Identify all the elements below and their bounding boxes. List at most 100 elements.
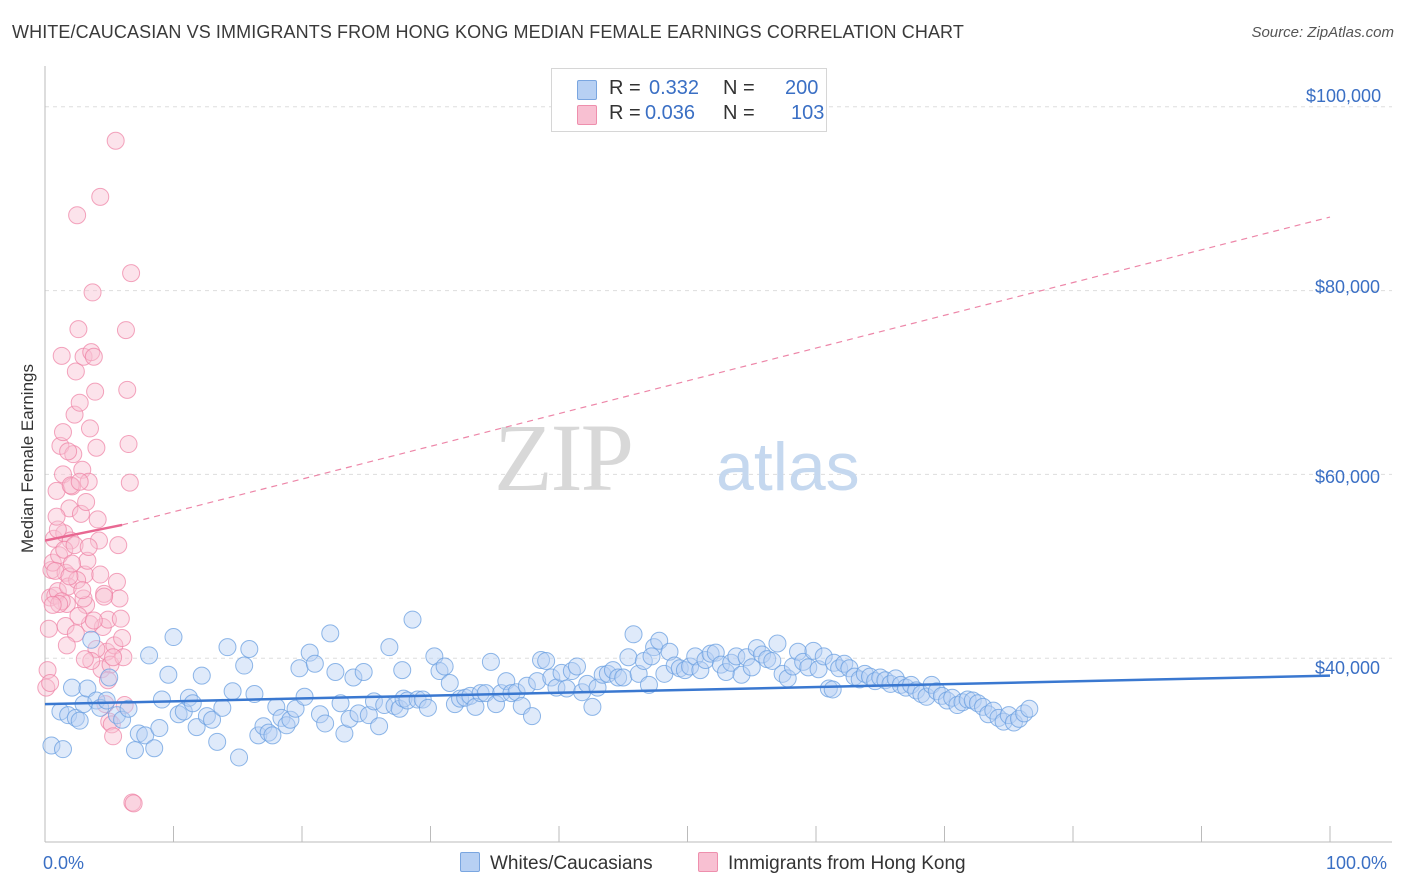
y-tick-label-40000: $40,000 <box>1315 658 1381 678</box>
hong-kong-point <box>84 611 103 630</box>
whites-point <box>896 678 915 697</box>
hong-kong-point <box>110 589 129 608</box>
hong-kong-point <box>86 382 105 401</box>
whites-point <box>159 665 178 684</box>
hong-kong-point <box>64 445 83 464</box>
whites-point <box>331 694 350 713</box>
whites-point <box>737 648 756 667</box>
whites-point <box>763 651 782 670</box>
hong-kong-point <box>65 405 84 424</box>
hong-kong-point <box>87 640 106 658</box>
hong-kong-point <box>109 536 128 555</box>
whites-point <box>624 625 643 644</box>
whites-point <box>814 647 833 666</box>
whites-point <box>794 652 813 671</box>
whites-point <box>532 651 551 670</box>
whites-point <box>249 726 268 745</box>
hong-kong-point <box>43 595 62 614</box>
whites-point <box>223 682 242 701</box>
legend-item-whites: Whites/Caucasians <box>460 852 653 875</box>
whites-point <box>639 675 658 694</box>
whites-point <box>523 707 542 726</box>
legend-label-whites: Whites/Caucasians <box>490 853 653 874</box>
whites-point <box>295 687 314 706</box>
whites-point <box>418 698 437 717</box>
whites-point <box>290 659 309 678</box>
hong-kong-point <box>57 594 76 613</box>
hong-kong-point <box>82 651 101 670</box>
immigrants-hong-kong-points <box>37 131 143 813</box>
hong-kong-point <box>124 794 143 813</box>
legend-r-value: 0.332 <box>649 77 700 99</box>
whites-point <box>169 705 188 724</box>
whites-point <box>344 668 363 687</box>
hong-kong-point <box>120 473 139 492</box>
hong-kong-point <box>106 131 125 150</box>
legend-r-value: 0.036 <box>645 102 696 124</box>
hong-kong-point <box>73 581 92 600</box>
hong-kong-point <box>119 435 138 454</box>
whites-point <box>968 694 987 713</box>
hong-kong-point <box>82 343 101 362</box>
hong-kong-point <box>71 504 90 523</box>
hong-kong-trend-line-solid <box>44 523 123 542</box>
whites-point <box>804 641 823 660</box>
whites-point <box>240 640 259 658</box>
whites-point <box>42 736 61 755</box>
legend-n-value: 200 <box>785 77 819 99</box>
hong-kong-point <box>104 727 123 746</box>
x-axis-max-label: 100.0% <box>1326 853 1388 873</box>
whites-point <box>305 654 324 673</box>
whites-point <box>979 705 998 724</box>
whites-point <box>321 624 340 643</box>
whites-point <box>701 644 720 663</box>
hong-kong-point <box>104 648 123 667</box>
hong-kong-point <box>113 628 132 647</box>
whites-point <box>742 658 761 677</box>
whites-point <box>82 630 101 649</box>
whites-point <box>129 724 148 743</box>
whites-point <box>354 662 373 681</box>
whites-point <box>958 690 977 709</box>
chart-title: WHITE/CAUCASIAN VS IMMIGRANTS FROM HONG … <box>12 22 964 42</box>
whites-point <box>507 683 526 702</box>
hong-kong-point <box>77 492 96 511</box>
hong-kong-point <box>47 507 66 526</box>
hong-kong-trend-line-dashed <box>121 216 1331 526</box>
y-tick-label-100000: $100,000 <box>1306 86 1382 106</box>
whites-point <box>642 647 661 666</box>
whites-point <box>557 679 576 698</box>
whites-point <box>593 665 612 684</box>
hong-kong-point <box>111 609 130 628</box>
whites-point <box>1020 699 1039 718</box>
whites-point <box>380 638 399 657</box>
whites-point <box>340 709 359 728</box>
hong-kong-point <box>48 582 67 601</box>
whites-point <box>440 674 459 693</box>
whites-point <box>370 717 389 736</box>
whites-point <box>706 643 725 662</box>
whites-point <box>113 710 132 729</box>
whites-point <box>326 662 345 681</box>
legend-item-hong-kong: Immigrants from Hong Kong <box>698 852 966 875</box>
hong-kong-point <box>123 793 142 812</box>
legend-r-label: R = <box>609 102 641 124</box>
whites-point <box>583 697 602 716</box>
whites-point <box>1004 713 1023 732</box>
whites-point <box>660 642 679 661</box>
whites-point <box>768 634 787 653</box>
whites-point <box>855 664 874 683</box>
whites-point <box>403 610 422 629</box>
legend-swatch-blue <box>577 80 597 100</box>
hong-kong-point <box>41 674 60 693</box>
hong-kong-point <box>52 592 71 611</box>
source-label: Source: ZipAtlas.com <box>1251 24 1394 41</box>
whites-point <box>136 726 155 745</box>
whites-point <box>823 680 842 699</box>
whites-point <box>537 651 556 670</box>
whites-point <box>53 740 72 759</box>
legend-n-value: 103 <box>791 102 825 124</box>
whites-point <box>187 718 206 737</box>
whites-point <box>598 664 617 683</box>
